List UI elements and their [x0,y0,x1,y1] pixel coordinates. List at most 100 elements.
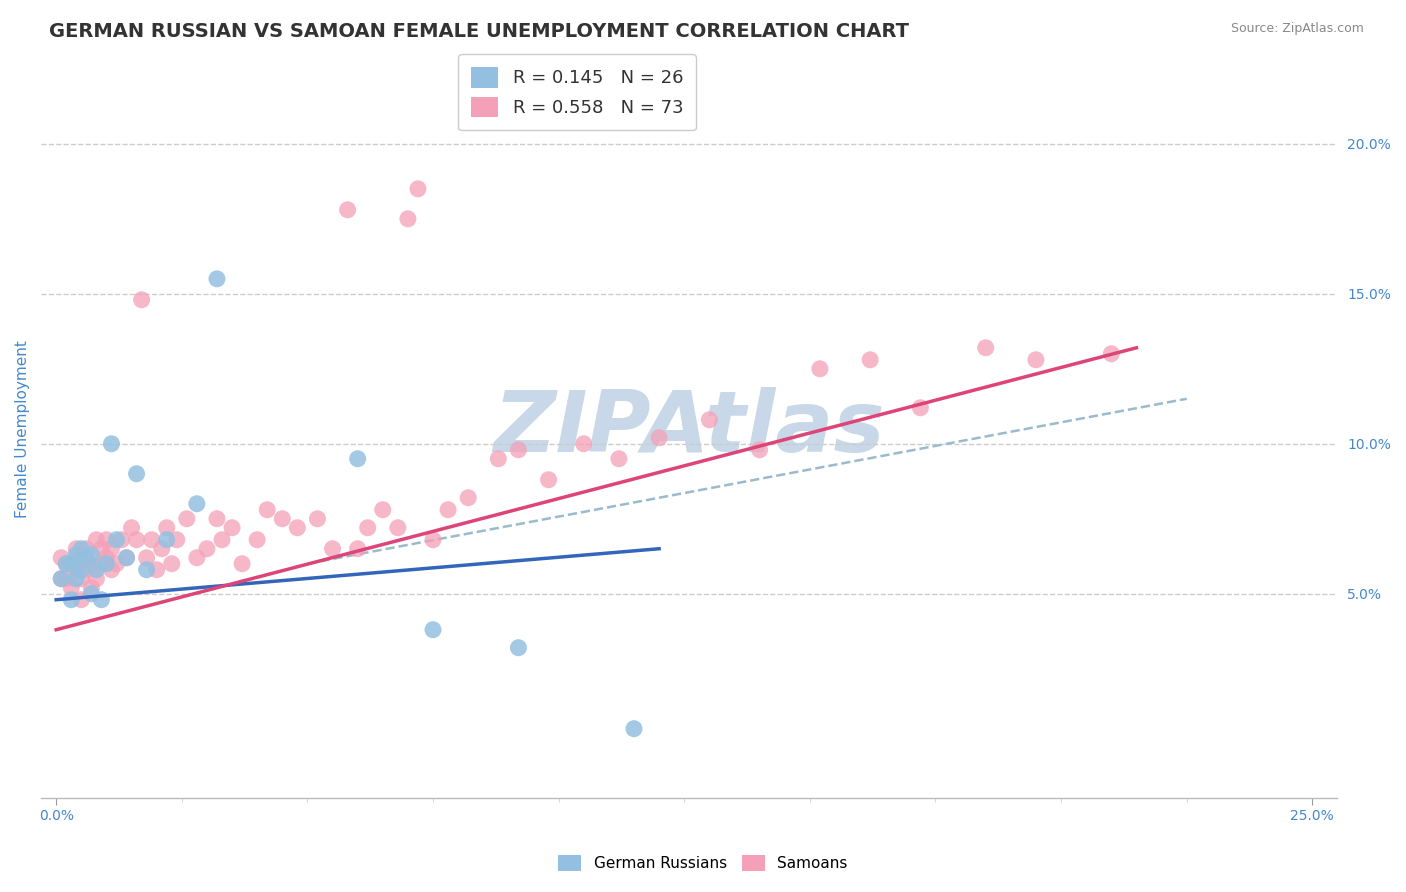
Point [910,401,932,415]
Point [100,563,122,577]
Point [70,550,93,565]
Point [396,211,419,226]
Y-axis label: Female Unemployment: Female Unemployment [15,340,30,517]
Point [125,533,148,547]
Text: Source: ZipAtlas.com: Source: ZipAtlas.com [1230,22,1364,36]
Point [859,352,882,367]
Point [96,557,118,571]
Point [186,497,208,511]
Point [55,572,77,586]
Point [75,541,97,556]
Point [160,557,183,571]
Point [145,563,167,577]
Point [346,541,368,556]
Point [748,442,770,457]
Point [387,521,409,535]
Point [357,521,380,535]
Point [70,572,93,586]
Point [80,587,103,601]
Point [121,521,143,535]
Point [105,533,128,547]
Point [371,502,394,516]
Point [537,473,560,487]
Point [150,541,173,556]
Point [51,550,73,565]
Point [115,550,138,565]
Point [86,533,108,547]
Point [205,272,228,286]
Point [135,550,157,565]
Point [60,581,83,595]
Point [60,557,83,571]
Point [65,548,87,562]
Point [285,521,308,535]
Point [131,293,153,307]
Point [422,623,444,637]
Point [51,572,73,586]
Point [55,557,77,571]
Point [70,563,93,577]
Point [1025,352,1047,367]
Point [231,557,253,571]
Point [96,533,118,547]
Point [346,451,368,466]
Point [256,502,278,516]
Point [406,182,429,196]
Point [70,541,93,556]
Text: ZIPAtlas: ZIPAtlas [494,387,884,470]
Point [80,548,103,562]
Point [60,592,83,607]
Point [125,467,148,481]
Point [307,512,329,526]
Point [55,557,77,571]
Point [195,541,218,556]
Point [176,512,198,526]
Point [156,521,179,535]
Point [322,541,344,556]
Point [65,563,87,577]
Point [186,550,208,565]
Point [422,533,444,547]
Point [205,512,228,526]
Point [80,557,103,571]
Point [60,557,83,571]
Point [90,592,112,607]
Point [211,533,233,547]
Point [90,541,112,556]
Point [508,442,530,457]
Point [115,550,138,565]
Point [75,563,97,577]
Point [336,202,359,217]
Point [974,341,997,355]
Point [96,550,118,565]
Point [156,533,179,547]
Point [75,550,97,565]
Point [135,563,157,577]
Point [100,541,122,556]
Point [90,557,112,571]
Legend: R = 0.145   N = 26, R = 0.558   N = 73: R = 0.145 N = 26, R = 0.558 N = 73 [458,54,696,130]
Point [65,541,87,556]
Point [699,413,721,427]
Point [457,491,479,505]
Legend: German Russians, Samoans: German Russians, Samoans [553,849,853,877]
Point [648,431,671,445]
Point [86,563,108,577]
Point [572,436,595,450]
Point [86,572,108,586]
Point [70,592,93,607]
Point [623,722,645,736]
Point [246,533,269,547]
Point [80,581,103,595]
Point [105,557,128,571]
Point [166,533,188,547]
Point [51,572,73,586]
Point [271,512,294,526]
Point [221,521,243,535]
Point [100,436,122,450]
Point [808,361,831,376]
Point [110,533,132,547]
Point [1099,347,1122,361]
Point [141,533,163,547]
Point [65,572,87,586]
